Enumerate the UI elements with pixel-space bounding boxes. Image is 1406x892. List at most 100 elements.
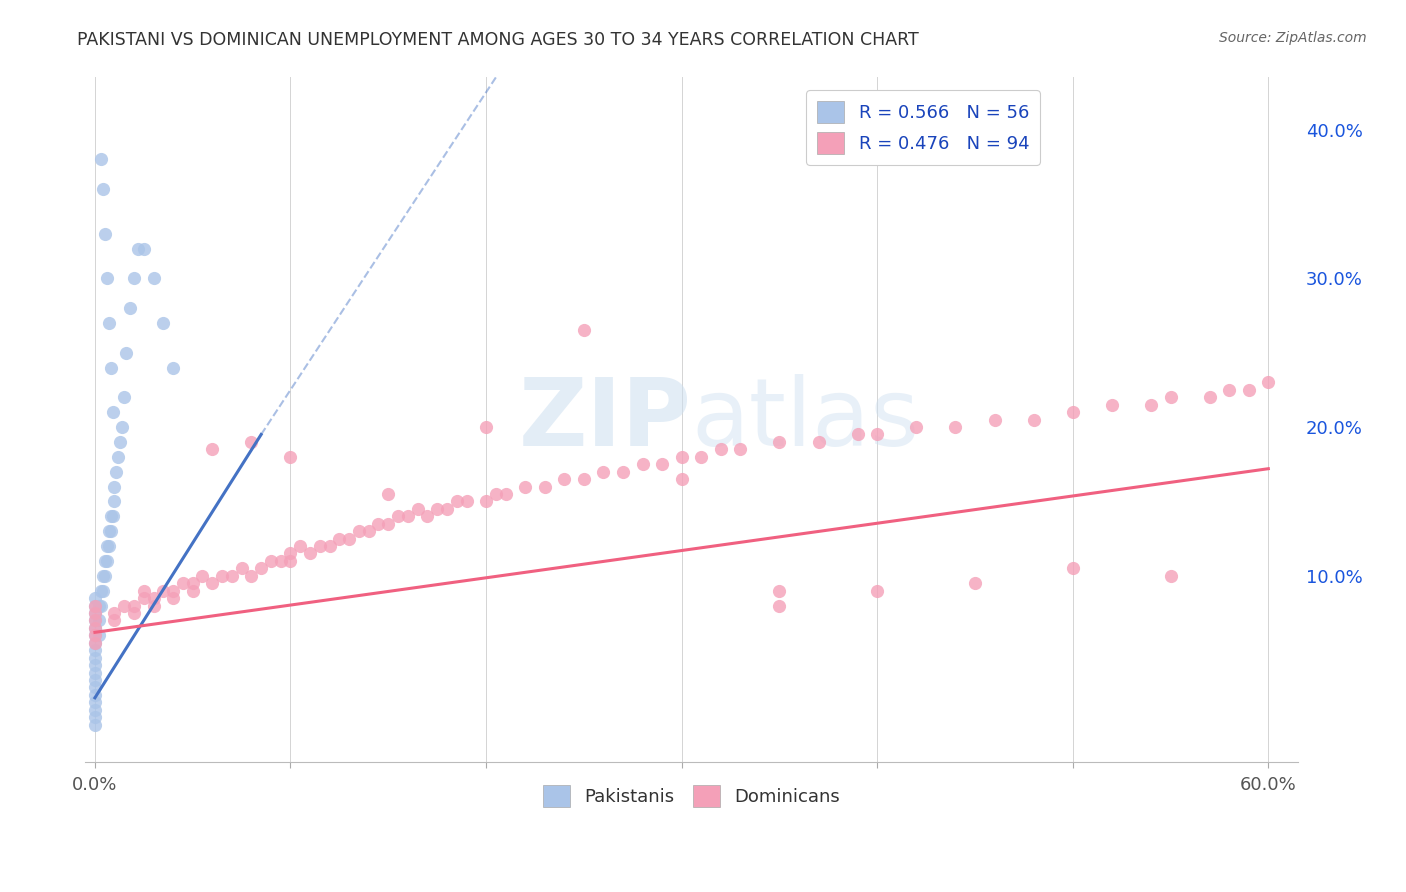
Point [631,457,654,471]
Point [100,360,122,375]
Point [87,614,110,628]
Point [122,599,145,613]
Point [768,599,790,613]
Point [103,606,125,620]
Point [87,599,110,613]
Point [945,420,967,434]
Point [84,621,107,635]
Point [100,524,122,538]
Point [446,494,468,508]
Point [112,599,135,613]
Point [84,703,107,717]
Point [866,583,889,598]
Point [485,487,508,501]
Point [456,494,478,508]
Point [846,427,869,442]
Point [97,539,120,553]
Point [84,606,107,620]
Text: atlas: atlas [692,374,920,466]
Point [357,524,380,538]
Point [100,509,122,524]
Point [730,442,752,457]
Point [308,539,330,553]
Point [1257,376,1279,390]
Point [152,583,174,598]
Point [201,576,224,591]
Point [111,420,134,434]
Point [191,569,214,583]
Point [84,599,107,613]
Point [866,427,889,442]
Point [201,442,224,457]
Point [84,614,107,628]
Point [671,472,693,486]
Point [96,554,118,568]
Point [93,227,115,241]
Point [101,405,124,419]
Point [110,434,132,449]
Point [768,583,790,598]
Point [612,465,634,479]
Point [84,628,107,642]
Text: Source: ZipAtlas.com: Source: ZipAtlas.com [1219,31,1367,45]
Point [115,345,138,359]
Point [84,673,107,687]
Point [406,501,429,516]
Point [127,242,149,256]
Point [1218,383,1240,397]
Point [107,450,129,464]
Point [1160,569,1182,583]
Point [1237,383,1260,397]
Point [290,539,312,553]
Point [103,614,125,628]
Point [87,628,110,642]
Point [142,271,165,285]
Point [105,465,128,479]
Point [96,271,118,285]
Point [347,524,370,538]
Point [91,182,114,196]
Point [963,576,986,591]
Point [84,688,107,702]
Point [1101,398,1123,412]
Point [132,242,155,256]
Point [181,576,204,591]
Point [84,606,107,620]
Point [96,539,118,553]
Point [84,658,107,673]
Point [240,569,263,583]
Point [101,509,124,524]
Point [377,487,399,501]
Point [768,434,790,449]
Point [84,665,107,680]
Point [84,710,107,724]
Point [84,681,107,695]
Point [671,450,693,464]
Point [132,591,155,606]
Text: ZIP: ZIP [519,374,692,466]
Point [495,487,517,501]
Point [280,547,302,561]
Point [416,509,439,524]
Point [90,599,112,613]
Legend: Pakistanis, Dominicans: Pakistanis, Dominicans [536,778,848,814]
Point [337,532,360,546]
Point [142,591,165,606]
Point [91,569,114,583]
Point [84,636,107,650]
Point [553,472,575,486]
Point [905,420,928,434]
Point [240,434,263,449]
Point [592,465,614,479]
Point [426,501,449,516]
Point [84,591,107,606]
Text: PAKISTANI VS DOMINICAN UNEMPLOYMENT AMONG AGES 30 TO 34 YEARS CORRELATION CHART: PAKISTANI VS DOMINICAN UNEMPLOYMENT AMON… [77,31,920,49]
Point [84,643,107,657]
Point [436,501,458,516]
Point [103,479,125,493]
Point [112,390,135,404]
Point [280,450,302,464]
Point [318,539,340,553]
Point [367,516,389,531]
Point [122,271,145,285]
